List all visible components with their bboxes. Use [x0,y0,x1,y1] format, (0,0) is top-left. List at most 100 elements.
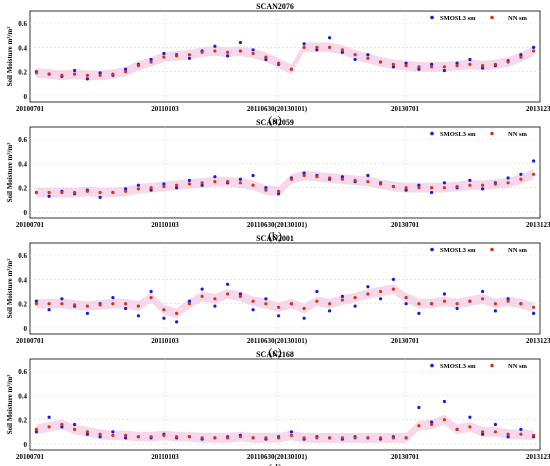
panel-4-series-2-point [187,435,191,439]
panel-3-series-1-point [34,299,39,303]
panel-2-series-1-point [149,188,153,192]
panel-1-series-1-point [264,57,268,62]
panel-1-series-2-point [73,72,77,76]
panel-4-series-2-point [226,436,230,440]
panel-3-series-1-point [442,292,446,296]
panel-4-series-2-point [149,435,153,439]
panel-1-series-2-point [47,72,51,76]
panel-4-series-2-point [34,427,39,431]
panel-1-series-2-point [417,65,421,69]
panel-3-series-1-point [404,302,408,306]
panel-1-series-2-point [404,64,408,68]
panel-1-series-2-point [60,73,64,77]
panel-4-series-2-point [136,435,140,439]
panel-4-legend-label-1: SMOSL3 sm [440,363,476,370]
panel-3-uncertainty-band [36,284,534,319]
panel-1-series-1-point [302,42,306,46]
panel-2-series-2-point [430,186,434,190]
panel-1-series-2-point [468,62,472,66]
panel-1-series-2-point [226,50,230,54]
panel-4-ytick-label-2: 0.4 [18,392,27,400]
panel-3-xtick-label-3: 20130701 [391,337,420,345]
panel-2-series-1-point [264,186,268,190]
panel-3-series-1-point [47,308,51,312]
panel-1-series-2-point [85,73,89,77]
panel-1-series-2-point [379,60,383,64]
panel-4-series-2-point [73,427,77,431]
panel-2-ytick-label-0: 0 [24,209,28,217]
panel-2-series-2-point [187,182,191,186]
panel-3-xtick-label-0: 20100701 [16,337,45,345]
panel-3-series-1-point [302,316,306,320]
panel-2-series-1-point [430,190,434,195]
panel-2-series-2-point [277,189,281,193]
panel-2-series-2-point [455,184,459,189]
panel-3-series-1-point [226,282,230,286]
panel-4-series-2-point [404,436,408,440]
panel-3-series-2-point [200,294,204,298]
panel-4-series-2-point [98,432,102,436]
panel-1-xtick-label-2: 20110630(20130101) [247,105,308,113]
panel-3-sub-label: (c) [268,345,281,359]
panel-3-series-2-point [493,302,497,306]
panel-2-series-1-point [175,186,179,190]
panel-1-series-2-point [328,45,332,50]
panel-3-series-1-point [111,296,115,300]
panel-3-series-1-point [277,314,281,318]
panel-4-series-1-point [124,436,128,440]
panel-2-series-1-point [187,178,191,182]
panel-1-ylabel: Soil Moisture m³/m³ [6,27,14,87]
panel-1-series-2-point [98,73,102,77]
panel-3-series-2-point [366,292,370,296]
panel-4-xtick-label-4: 20131231 [526,453,550,461]
panel-3-series-2-point [391,287,395,291]
panel-3-legend-label-1: SMOSL3 sm [440,247,476,254]
panel-3-series-1-point [328,309,332,313]
panel-2-series-2-point [481,183,485,187]
panel-2-series-2-point [264,188,268,192]
panel-2-series-2-point [213,180,217,184]
panel-3-series-2-point [264,302,268,306]
panel-2-series-2-point [175,183,179,187]
panel-3-xtick-label-1: 20110103 [151,337,179,345]
panel-1-series-2-point [506,60,510,64]
panel-2-series-2-point [226,180,230,184]
panel-1-series-2-point [187,53,191,57]
panel-4-series-1-point [34,430,39,434]
panel-4-ytick-label-0: 0 [24,441,28,449]
panel-4-series-2-point [468,425,472,429]
panel-4-xtick-label-3: 20130701 [391,453,420,461]
panel-1-series-1-point [391,65,395,69]
panel-3-series-2-point [34,302,39,306]
panel-2-series-1-point [417,183,421,187]
panel-2-legend-label-1: SMOSL3 sm [440,131,476,138]
panel-3-xtick-label-4: 20131231 [526,337,550,345]
panel-3-series-1-point [238,292,242,296]
panel-1-ytick-label-2: 0.4 [18,44,27,52]
panel-4-uncertainty-band [36,414,534,443]
panel-2-xtick-label-0: 20100701 [16,221,45,229]
panel-2-series-2-point [98,190,102,195]
panel-1-series-2-point [264,55,268,59]
panel-4-series-2-point [289,433,293,437]
panel-4-series-2-point [302,436,306,440]
panel-1-series-2-point [315,45,319,50]
panel-3-series-2-point [136,304,140,308]
panel-1-series-2-point [162,55,166,59]
panel-1-series-2-point [34,71,39,75]
panel-2-series-2-point [149,186,153,190]
panel-1-series-1-point [404,61,408,65]
panel-2-series-1-point [251,173,255,178]
panel-4-series-1-point [519,427,523,431]
panel-2-series-1-point [277,192,281,196]
panel-2-series-1-point [302,171,306,175]
panel-1-series-1-point [162,51,166,56]
panel-2-plot-frame [29,126,541,219]
panel-2-series-2-point [442,186,446,190]
panel-3-series-2-point [60,302,64,306]
panel-2-series-2-point [251,183,255,187]
panel-2-series-2-point [493,182,497,186]
panel-3-series-2-point [455,302,459,306]
panel-2-legend-marker-1 [430,131,434,136]
